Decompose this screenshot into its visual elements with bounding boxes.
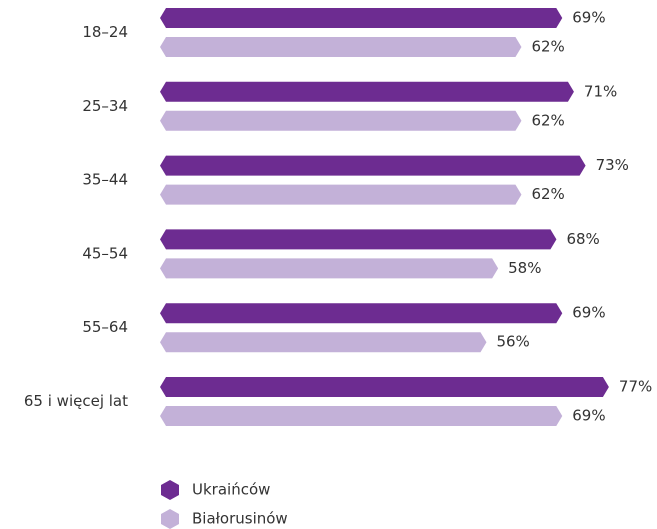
value-label: 69% xyxy=(572,9,605,27)
value-label: 62% xyxy=(531,111,564,129)
value-label: 71% xyxy=(584,82,617,100)
bar xyxy=(160,37,522,57)
bar xyxy=(160,332,487,353)
legend-swatch xyxy=(161,509,179,529)
bar xyxy=(160,258,499,279)
value-label: 69% xyxy=(572,304,605,322)
category-label: 18–24 xyxy=(82,23,128,41)
bar xyxy=(160,110,522,131)
category-label: 35–44 xyxy=(82,171,128,189)
bar xyxy=(160,81,574,102)
category-label: 55–64 xyxy=(82,318,128,336)
value-label: 73% xyxy=(596,156,629,174)
category-label: 25–34 xyxy=(82,97,128,115)
bar xyxy=(160,303,563,324)
value-label: 77% xyxy=(619,378,652,396)
legend-swatch xyxy=(161,480,179,500)
value-label: 62% xyxy=(531,38,564,56)
bar xyxy=(160,184,522,205)
bar xyxy=(160,155,586,176)
value-label: 58% xyxy=(508,259,541,277)
legend-label: Białorusinów xyxy=(192,510,288,528)
bar xyxy=(160,229,557,250)
bar xyxy=(160,377,609,397)
category-label: 45–54 xyxy=(82,244,128,262)
value-label: 62% xyxy=(531,185,564,203)
value-label: 68% xyxy=(566,230,599,248)
bar xyxy=(160,406,563,426)
value-label: 56% xyxy=(496,333,529,351)
value-label: 69% xyxy=(572,407,605,425)
category-label: 65 i więcej lat xyxy=(24,392,128,410)
bar xyxy=(160,8,563,28)
legend-label: Ukraińców xyxy=(192,481,270,499)
